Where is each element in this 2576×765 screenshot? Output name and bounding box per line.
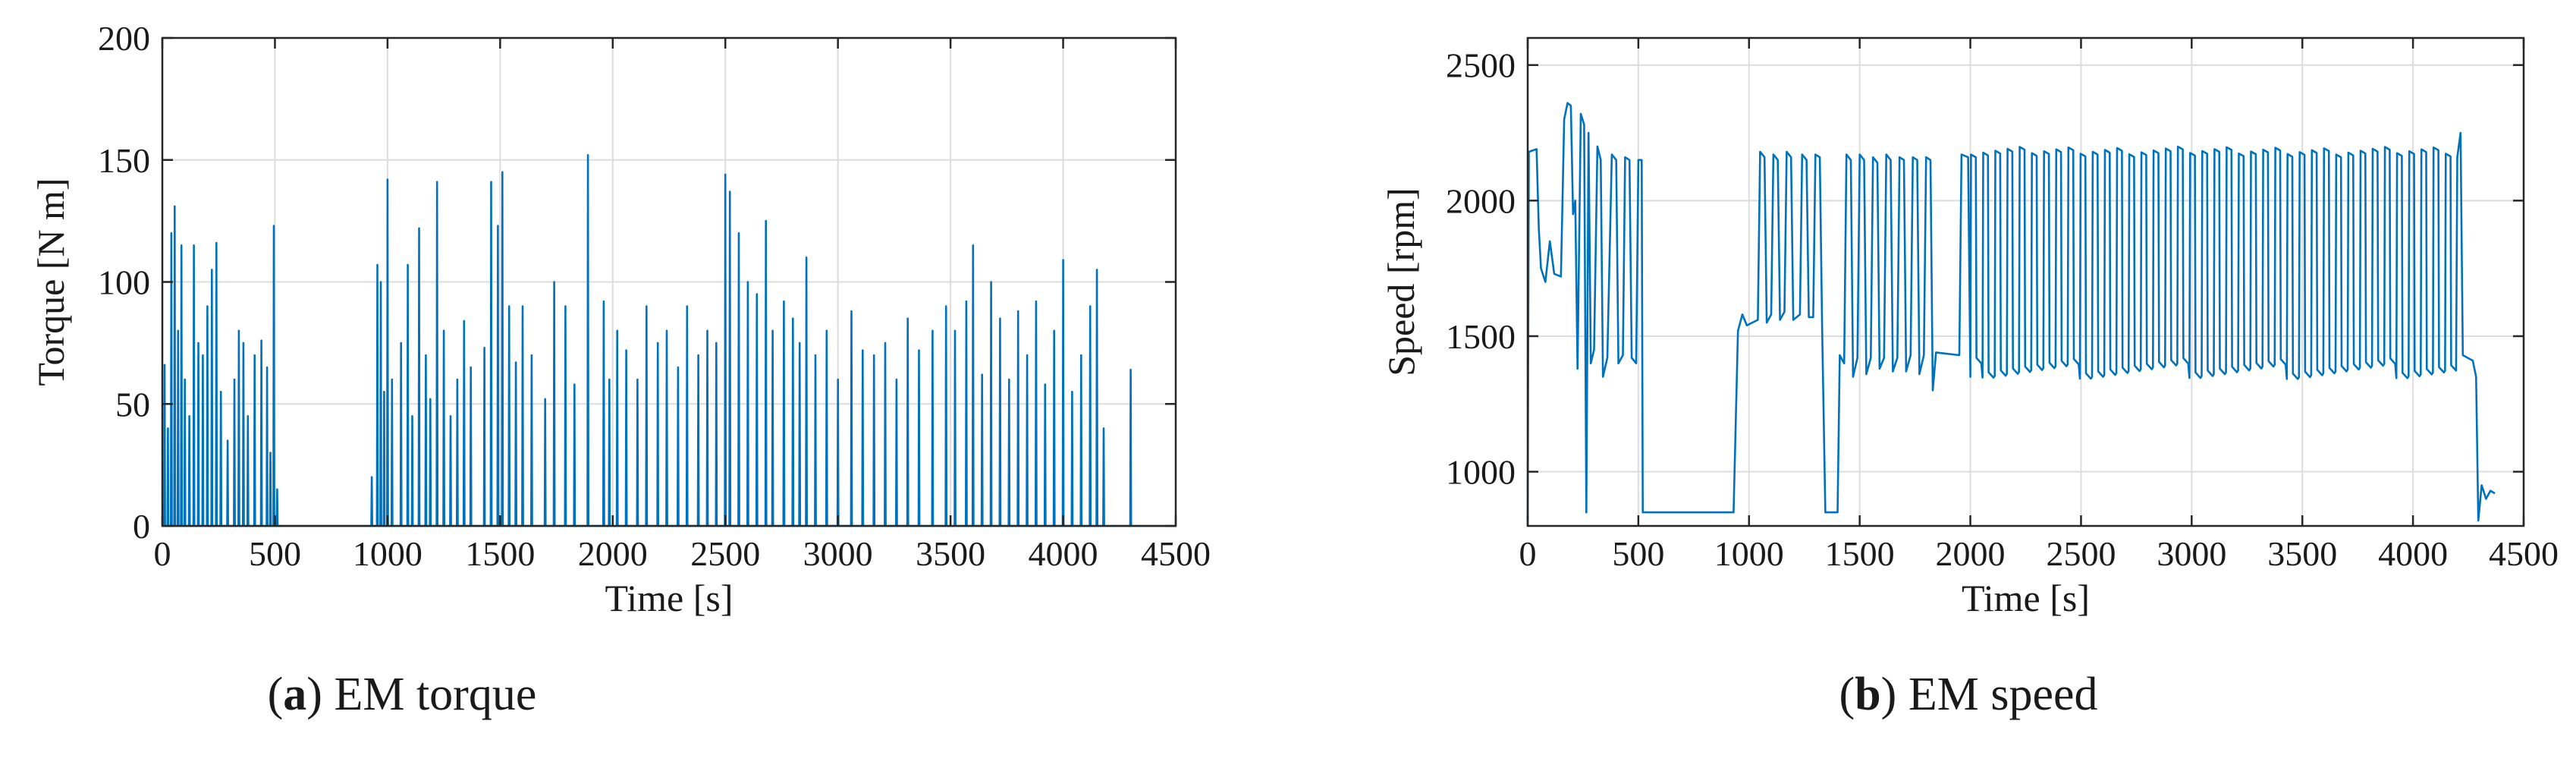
torque-x-tick-label: 4500 bbox=[1141, 534, 1211, 573]
speed-x-axis-label: Time [s] bbox=[1962, 577, 2090, 619]
speed-y-tick-label: 2000 bbox=[1446, 181, 1516, 220]
torque-series bbox=[162, 154, 1176, 527]
caption-b-text: EM speed bbox=[1908, 669, 2098, 720]
torque-x-tick-label: 2000 bbox=[578, 534, 648, 573]
torque-x-axis-label: Time [s] bbox=[605, 577, 733, 619]
torque-series-line bbox=[162, 154, 1176, 527]
speed-x-tick-label: 4500 bbox=[2489, 534, 2559, 573]
speed-axes-box bbox=[1526, 36, 2525, 527]
caption-a-letter: a bbox=[283, 669, 307, 720]
speed-x-tick-label: 500 bbox=[1612, 534, 1664, 573]
torque-y-tick-label: 150 bbox=[98, 141, 150, 180]
speed-y-axis-label: Speed [rpm] bbox=[1380, 187, 1422, 376]
torque-y-tick-label: 50 bbox=[115, 385, 150, 423]
torque-grid bbox=[162, 38, 1176, 526]
speed-chart: 0 500 1000 1500 2000 2500 3000 3500 4000 4500 1000… bbox=[1380, 36, 2559, 619]
torque-x-tick-label: 3500 bbox=[916, 534, 985, 573]
torque-y-axis-label: Torque [N m] bbox=[30, 178, 72, 386]
speed-x-tick-label: 3000 bbox=[2157, 534, 2226, 573]
torque-y-tick-label: 200 bbox=[98, 19, 150, 58]
speed-x-tick-label: 2000 bbox=[1936, 534, 2006, 573]
speed-y-tick-label: 2500 bbox=[1446, 46, 1516, 85]
speed-y-tick-label: 1000 bbox=[1446, 453, 1516, 492]
torque-x-tick-label: 1500 bbox=[465, 534, 535, 573]
torque-x-tick-label: 500 bbox=[249, 534, 301, 573]
torque-x-tick-label: 2500 bbox=[690, 534, 760, 573]
speed-x-tick-label: 1000 bbox=[1714, 534, 1784, 573]
torque-x-tick-label: 4000 bbox=[1029, 534, 1098, 573]
caption-a: (a) EM torque bbox=[267, 669, 537, 720]
torque-chart: 0 500 1000 1500 2000 2500 3000 3500 4000 4500 0 50 1… bbox=[30, 19, 1211, 619]
torque-ticks: 0 500 1000 1500 2000 2500 3000 3500 4000 4500 0 50 1… bbox=[98, 19, 1211, 573]
speed-ticks: 0 500 1000 1500 2000 2500 3000 3500 4000 4500 1000… bbox=[1446, 38, 2559, 573]
torque-y-tick-label: 0 bbox=[133, 507, 150, 546]
speed-x-tick-label: 1500 bbox=[1825, 534, 1895, 573]
torque-x-tick-label: 1000 bbox=[353, 534, 423, 573]
speed-series bbox=[1526, 102, 2496, 522]
caption-b: (b) EM speed bbox=[1839, 669, 2098, 720]
speed-series-line bbox=[1526, 102, 2496, 522]
caption-b-letter: b bbox=[1855, 669, 1881, 720]
torque-x-tick-label: 0 bbox=[154, 534, 171, 573]
speed-x-tick-label: 3500 bbox=[2267, 534, 2337, 573]
speed-x-tick-label: 2500 bbox=[2046, 534, 2116, 573]
speed-x-tick-label: 4000 bbox=[2378, 534, 2448, 573]
speed-x-tick-label: 0 bbox=[1519, 534, 1537, 573]
speed-axes bbox=[1526, 36, 2525, 527]
caption-a-text: EM torque bbox=[334, 669, 537, 720]
torque-x-tick-label: 3000 bbox=[803, 534, 873, 573]
torque-y-tick-label: 100 bbox=[98, 263, 150, 302]
speed-y-tick-label: 1500 bbox=[1446, 317, 1516, 356]
